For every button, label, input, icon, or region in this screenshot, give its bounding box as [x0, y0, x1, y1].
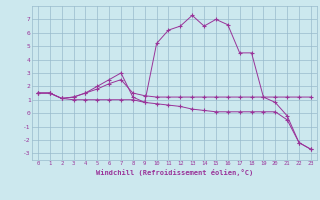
- X-axis label: Windchill (Refroidissement éolien,°C): Windchill (Refroidissement éolien,°C): [96, 169, 253, 176]
